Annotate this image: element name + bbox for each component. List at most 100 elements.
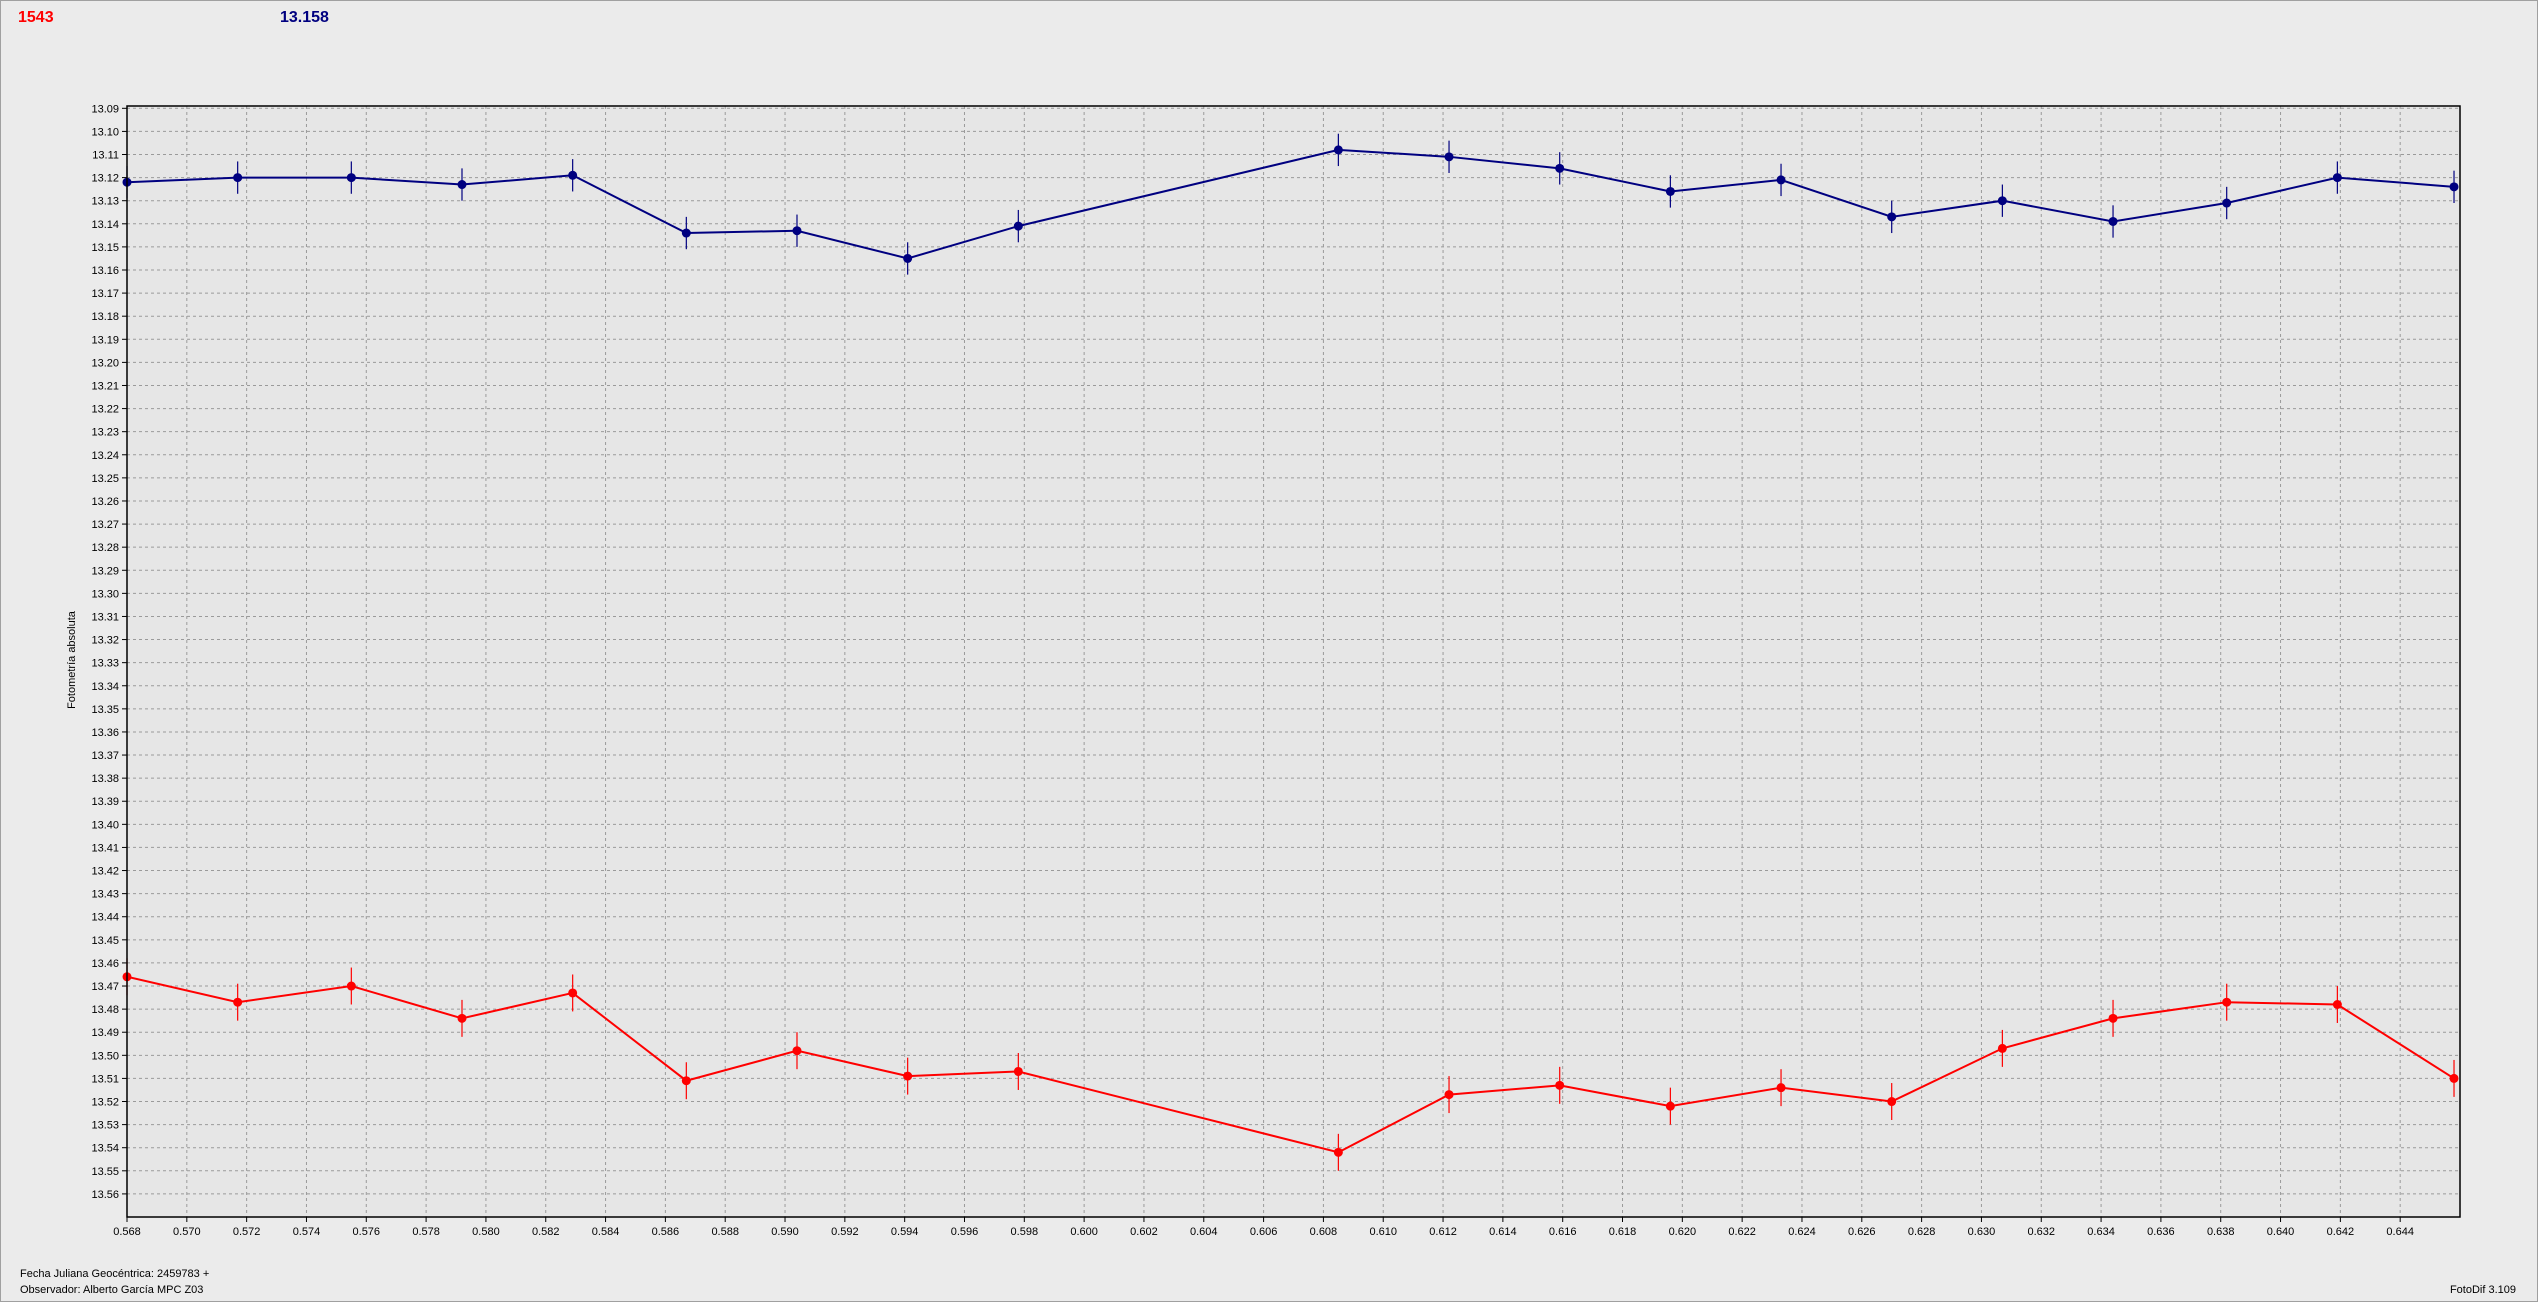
y-tick-label: 13.30 bbox=[91, 588, 119, 600]
y-tick-label: 13.47 bbox=[91, 981, 119, 993]
data-point bbox=[2332, 1000, 2342, 1010]
y-tick-label: 13.28 bbox=[91, 542, 119, 554]
x-tick-label: 0.610 bbox=[1369, 1226, 1397, 1238]
y-tick-label: 13.34 bbox=[91, 681, 119, 693]
x-tick-label: 0.582 bbox=[532, 1226, 560, 1238]
footer-observer: Observador: Alberto García MPC Z03 bbox=[20, 1284, 204, 1296]
x-tick-label: 0.638 bbox=[2207, 1226, 2235, 1238]
x-tick-label: 0.626 bbox=[1848, 1226, 1876, 1238]
series-line bbox=[126, 148, 2455, 260]
y-tick-label: 13.54 bbox=[91, 1143, 119, 1155]
y-tick-label: 13.51 bbox=[91, 1073, 119, 1085]
x-tick-label: 0.590 bbox=[771, 1226, 799, 1238]
x-tick-label: 0.642 bbox=[2327, 1226, 2355, 1238]
data-point bbox=[2449, 182, 2459, 192]
plot-area bbox=[127, 106, 2460, 1217]
x-tick-label: 0.576 bbox=[353, 1226, 381, 1238]
x-tick-label: 0.606 bbox=[1250, 1226, 1278, 1238]
x-tick-label: 0.580 bbox=[472, 1226, 500, 1238]
plot-border bbox=[126, 105, 2461, 1218]
data-point bbox=[681, 228, 691, 238]
x-tick-label: 0.588 bbox=[711, 1226, 739, 1238]
data-point bbox=[1997, 196, 2007, 206]
data-point bbox=[346, 173, 356, 183]
series-red bbox=[122, 958, 2459, 1171]
y-tick-label: 13.48 bbox=[91, 1004, 119, 1016]
data-point bbox=[1333, 1147, 1343, 1157]
x-tick-label: 0.616 bbox=[1549, 1226, 1577, 1238]
y-tick-label: 13.19 bbox=[91, 334, 119, 346]
footer-julian-date: Fecha Juliana Geocéntrica: 2459783 + bbox=[20, 1268, 210, 1280]
x-tick-label: 0.608 bbox=[1310, 1226, 1338, 1238]
data-point bbox=[457, 1013, 467, 1023]
y-tick-label: 13.39 bbox=[91, 796, 119, 808]
data-point bbox=[1776, 1083, 1786, 1093]
y-tick-label: 13.26 bbox=[91, 496, 119, 508]
y-tick-label: 13.27 bbox=[91, 519, 119, 531]
x-tick-label: 0.612 bbox=[1429, 1226, 1457, 1238]
y-tick-label: 13.18 bbox=[91, 311, 119, 323]
x-tick-label: 0.596 bbox=[951, 1226, 979, 1238]
y-tick-label: 13.53 bbox=[91, 1120, 119, 1132]
data-point bbox=[1555, 1080, 1565, 1090]
y-tick-label: 13.36 bbox=[91, 727, 119, 739]
x-tick-label: 0.592 bbox=[831, 1226, 859, 1238]
y-tick-label: 13.49 bbox=[91, 1027, 119, 1039]
y-tick-label: 13.55 bbox=[91, 1166, 119, 1178]
x-tick-label: 0.618 bbox=[1609, 1226, 1637, 1238]
x-tick-label: 0.600 bbox=[1070, 1226, 1098, 1238]
x-tick-label: 0.584 bbox=[592, 1226, 620, 1238]
data-point bbox=[1665, 186, 1675, 196]
data-point bbox=[1013, 221, 1023, 231]
y-tick-label: 13.42 bbox=[91, 866, 119, 878]
y-tick-label: 13.37 bbox=[91, 750, 119, 762]
y-tick-label: 13.32 bbox=[91, 635, 119, 647]
x-tick-label: 0.578 bbox=[412, 1226, 440, 1238]
data-point bbox=[457, 180, 467, 190]
data-point bbox=[792, 226, 802, 236]
header-right-value: 13.158 bbox=[280, 9, 329, 26]
y-tick-label: 13.10 bbox=[91, 126, 119, 138]
y-tick-label: 13.29 bbox=[91, 565, 119, 577]
y-tick-label: 13.41 bbox=[91, 842, 119, 854]
y-tick-label: 13.15 bbox=[91, 242, 119, 254]
y-tick-label: 13.44 bbox=[91, 912, 119, 924]
y-tick-label: 13.23 bbox=[91, 427, 119, 439]
data-point bbox=[1444, 152, 1454, 162]
x-tick-label: 0.604 bbox=[1190, 1226, 1218, 1238]
y-tick-label: 13.24 bbox=[91, 450, 119, 462]
data-point bbox=[1013, 1066, 1023, 1076]
y-tick-label: 13.11 bbox=[92, 150, 119, 162]
x-tick-label: 0.644 bbox=[2386, 1226, 2414, 1238]
data-point bbox=[2108, 216, 2118, 226]
x-tick-label: 0.602 bbox=[1130, 1226, 1158, 1238]
data-point bbox=[792, 1046, 802, 1056]
data-point bbox=[1665, 1101, 1675, 1111]
y-tick-label: 13.35 bbox=[91, 704, 119, 716]
y-tick-label: 13.13 bbox=[91, 196, 119, 208]
x-tick-label: 0.614 bbox=[1489, 1226, 1517, 1238]
x-tick-label: 0.634 bbox=[2087, 1226, 2115, 1238]
y-tick-label: 13.31 bbox=[91, 611, 119, 623]
data-point bbox=[233, 997, 243, 1007]
x-tick-label: 0.630 bbox=[1968, 1226, 1996, 1238]
y-axis-ticks: 13.09 13.10 13.11 13.12 13.13 13.14 13.15 13.16… bbox=[91, 103, 127, 1201]
x-tick-label: 0.640 bbox=[2267, 1226, 2295, 1238]
x-tick-label: 0.570 bbox=[173, 1226, 201, 1238]
y-tick-label: 13.12 bbox=[91, 173, 119, 185]
grid-lines bbox=[127, 106, 2460, 1217]
y-tick-label: 13.33 bbox=[91, 658, 119, 670]
data-point bbox=[568, 988, 578, 998]
y-tick-label: 13.09 bbox=[91, 103, 119, 115]
data-point bbox=[2222, 997, 2232, 1007]
data-point bbox=[1776, 175, 1786, 185]
y-tick-label: 13.46 bbox=[91, 958, 119, 970]
y-tick-label: 13.25 bbox=[91, 473, 119, 485]
y-tick-label: 13.50 bbox=[91, 1050, 119, 1062]
data-point bbox=[1887, 1097, 1897, 1107]
y-tick-label: 13.56 bbox=[91, 1189, 119, 1201]
data-point bbox=[568, 170, 578, 180]
data-point bbox=[2449, 1073, 2459, 1083]
x-tick-label: 0.624 bbox=[1788, 1226, 1816, 1238]
